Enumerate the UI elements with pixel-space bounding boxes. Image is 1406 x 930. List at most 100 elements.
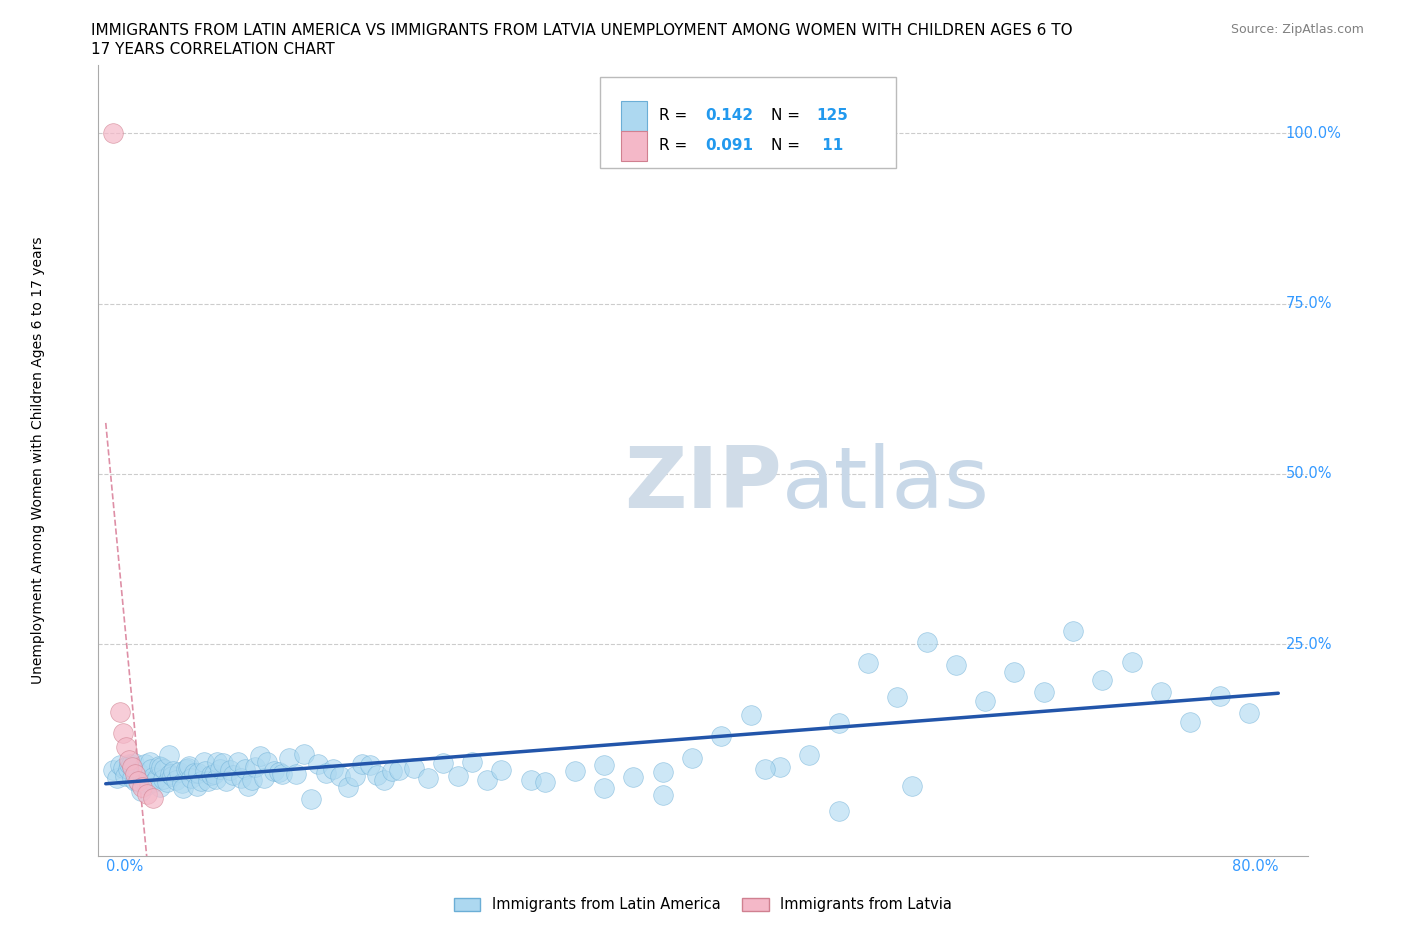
- Point: [245, 760, 267, 775]
- Point: [285, 766, 308, 781]
- Point: [256, 755, 278, 770]
- Point: [621, 770, 644, 785]
- Point: [278, 751, 301, 765]
- Point: [1032, 684, 1054, 699]
- Point: [236, 778, 259, 793]
- Point: [212, 755, 235, 770]
- Text: 80.0%: 80.0%: [1232, 859, 1278, 874]
- Point: [160, 768, 183, 783]
- Point: [740, 708, 762, 723]
- Point: [373, 773, 395, 788]
- Point: [177, 761, 200, 776]
- Point: [142, 769, 165, 784]
- Point: [366, 767, 388, 782]
- Point: [156, 775, 179, 790]
- Point: [336, 779, 359, 794]
- Point: [915, 635, 938, 650]
- Point: [128, 776, 150, 790]
- Point: [292, 747, 315, 762]
- Text: atlas: atlas: [782, 443, 990, 525]
- Point: [159, 766, 181, 781]
- Point: [153, 762, 176, 777]
- Point: [263, 764, 285, 778]
- Point: [204, 772, 226, 787]
- Point: [202, 766, 225, 781]
- Point: [110, 758, 132, 773]
- Point: [132, 775, 155, 790]
- Text: R =: R =: [659, 108, 693, 124]
- Text: 25.0%: 25.0%: [1285, 637, 1331, 652]
- Text: IMMIGRANTS FROM LATIN AMERICA VS IMMIGRANTS FROM LATVIA UNEMPLOYMENT AMONG WOMEN: IMMIGRANTS FROM LATIN AMERICA VS IMMIGRA…: [91, 23, 1073, 38]
- Point: [226, 755, 249, 770]
- Text: 0.142: 0.142: [706, 108, 754, 124]
- Point: [200, 767, 222, 782]
- Point: [754, 762, 776, 777]
- Point: [146, 771, 169, 786]
- Text: 17 YEARS CORRELATION CHART: 17 YEARS CORRELATION CHART: [91, 42, 335, 57]
- Point: [131, 780, 153, 795]
- Point: [124, 766, 146, 781]
- Point: [491, 763, 513, 777]
- Point: [856, 656, 879, 671]
- Point: [149, 779, 172, 794]
- Point: [827, 715, 849, 730]
- Point: [215, 773, 238, 788]
- Point: [520, 773, 543, 788]
- Point: [114, 768, 136, 783]
- Point: [167, 764, 190, 779]
- Point: [564, 764, 586, 778]
- Point: [131, 767, 153, 782]
- Point: [1004, 664, 1026, 679]
- Point: [681, 751, 703, 765]
- Point: [343, 768, 366, 783]
- Point: [475, 772, 498, 787]
- Point: [135, 777, 157, 792]
- Text: ZIP: ZIP: [624, 443, 782, 525]
- Point: [446, 769, 468, 784]
- Point: [270, 767, 292, 782]
- Text: 50.0%: 50.0%: [1285, 467, 1331, 482]
- Point: [267, 764, 290, 779]
- Point: [322, 762, 344, 777]
- Point: [974, 694, 997, 709]
- Point: [141, 762, 163, 777]
- Text: Unemployment Among Women with Children Ages 6 to 17 years: Unemployment Among Women with Children A…: [31, 236, 45, 684]
- Point: [118, 757, 141, 772]
- Point: [1150, 684, 1173, 699]
- Point: [143, 775, 166, 790]
- FancyBboxPatch shape: [600, 77, 897, 167]
- Point: [125, 767, 148, 782]
- Point: [240, 773, 263, 788]
- Point: [219, 762, 242, 777]
- Text: R =: R =: [659, 139, 693, 153]
- Point: [187, 765, 209, 780]
- Point: [402, 761, 425, 776]
- Point: [307, 756, 329, 771]
- Point: [135, 787, 157, 802]
- Text: 75.0%: 75.0%: [1285, 296, 1331, 312]
- Point: [359, 758, 381, 773]
- Point: [593, 757, 616, 772]
- Point: [190, 774, 212, 789]
- Point: [432, 755, 454, 770]
- Text: 100.0%: 100.0%: [1285, 126, 1341, 140]
- Point: [121, 770, 143, 785]
- Point: [112, 725, 135, 740]
- Point: [1062, 624, 1084, 639]
- Point: [418, 771, 440, 786]
- Point: [165, 773, 187, 788]
- Point: [1237, 706, 1260, 721]
- Point: [329, 769, 352, 784]
- Point: [134, 757, 156, 772]
- Point: [315, 765, 337, 780]
- Point: [827, 804, 849, 818]
- Point: [233, 761, 256, 776]
- Point: [222, 767, 245, 782]
- FancyBboxPatch shape: [621, 100, 647, 131]
- Point: [380, 764, 402, 778]
- Point: [1091, 672, 1114, 687]
- Point: [388, 763, 411, 777]
- Point: [352, 757, 374, 772]
- Point: [299, 791, 322, 806]
- Point: [197, 774, 219, 789]
